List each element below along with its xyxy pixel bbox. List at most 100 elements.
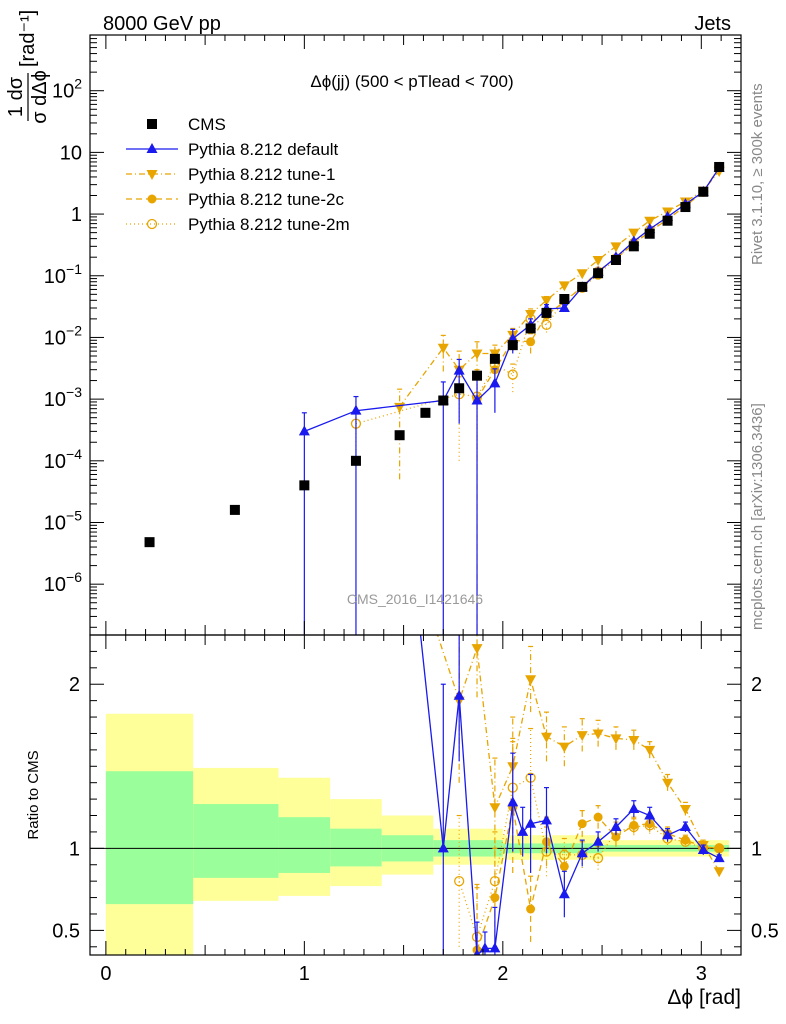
data-point [517,825,529,836]
band-inner [278,817,331,873]
data-point [525,323,536,334]
legend-item: Pythia 8.212 tune-2m [126,215,350,234]
data-point [644,809,656,820]
data-point [559,293,570,304]
tick-exponent: 2 [74,76,82,92]
data-point [472,370,483,381]
ratio-y-tick-label: 2 [751,674,762,696]
data-point [437,343,449,354]
data-point [644,228,655,239]
data-point [438,395,449,406]
data-point [525,309,537,320]
main-plot-title: Δϕ(jj) (500 < pTlead < 700) [310,72,513,91]
data-point [526,904,536,914]
ratio-series-pythia-8-212-default [419,635,725,955]
data-point [628,228,640,239]
data-point [540,732,552,743]
data-point [471,349,483,360]
data-point [610,821,622,831]
series-line [355,166,720,425]
data-point [350,455,361,466]
data-point [453,364,465,375]
y-label-numerator: 1 dσ [5,76,27,117]
tick-exponent: −5 [66,507,82,523]
main-series-layer [144,161,725,635]
data-point [298,425,310,436]
main-y-label-group: 1 dσ σ dΔϕ [rad⁻¹] [5,10,51,124]
data-point [628,241,639,252]
data-point [394,516,405,526]
data-point [473,949,481,955]
ratio-plot-border [89,634,742,956]
legend-marker [147,194,157,204]
tick-base: 10 [44,574,66,596]
data-point [576,847,588,858]
data-point [628,802,640,813]
tick-base: 10 [44,266,66,288]
legend-item: Pythia 8.212 tune-1 [126,165,335,184]
series-line [399,170,720,408]
legend: CMS Pythia 8.212 default Pythia 8.212 tune… [126,115,350,234]
data-point [611,832,621,842]
main-series-cms [144,161,725,548]
legend-item: Pythia 8.212 default [126,140,339,159]
main-series-pythia-8-212-tune-2c [472,162,724,635]
data-point [489,353,500,364]
ratio-uncertainty-bands [90,713,741,955]
y-tick-label: 10−6 [44,569,82,596]
data-point [471,644,483,655]
legend-marker [146,170,158,180]
y-tick-label: 10−1 [44,261,82,288]
legend-label: CMS [188,115,226,134]
data-point [507,340,518,351]
data-point [644,216,656,227]
legend-marker [146,218,158,230]
data-point [541,319,552,331]
data-point [507,796,519,807]
data-point [576,269,588,280]
data-point [489,942,501,953]
data-point [610,734,622,745]
tick-base: 10 [52,81,74,103]
energy-label: 8000 GeV pp [103,13,221,35]
data-point [714,161,725,172]
x-tick-label: 1 [299,963,310,985]
data-point [680,835,690,845]
data-point [420,407,431,418]
data-point [593,268,604,279]
y-label-denominator: σ dΔϕ [29,70,51,124]
series-line [458,776,720,940]
data-point [662,215,673,226]
data-point [592,835,604,846]
tick-base: 1 [71,204,82,226]
main-y-axis-label: 1 dσ σ dΔϕ [rad⁻¹] [5,10,51,124]
data-point [629,820,639,830]
y-tick-label: 10−5 [44,507,82,534]
data-point [526,337,536,347]
ratio-y-tick-label: 1 [751,838,762,860]
data-point [610,255,621,266]
data-point [453,689,465,700]
data-point [713,852,725,863]
mcplots-label: mcplots.cern.ch [arXiv:1306.3436] [749,403,766,630]
series-line [436,635,720,872]
ratio-y-tick-label: 1 [69,838,80,860]
y-tick-label: 10−3 [44,384,82,411]
tick-base: 10 [44,512,66,534]
main-series-pythia-8-212-tune-2m [350,161,725,461]
tick-base: 10 [44,389,66,411]
main-series-pythia-8-212-default [298,161,725,635]
x-tick-label: 0 [100,963,111,985]
y-label-unit: [rad⁻¹] [17,10,39,67]
x-tick-label: 3 [696,963,707,985]
data-point [559,861,569,871]
data-point [644,745,656,756]
series-line [304,167,720,433]
data-point [489,377,501,388]
data-point [558,302,570,313]
ratio-y-tick-label: 2 [69,674,80,696]
data-point [525,817,537,828]
y-tick-label: 10 [60,142,82,164]
data-point [679,821,691,831]
